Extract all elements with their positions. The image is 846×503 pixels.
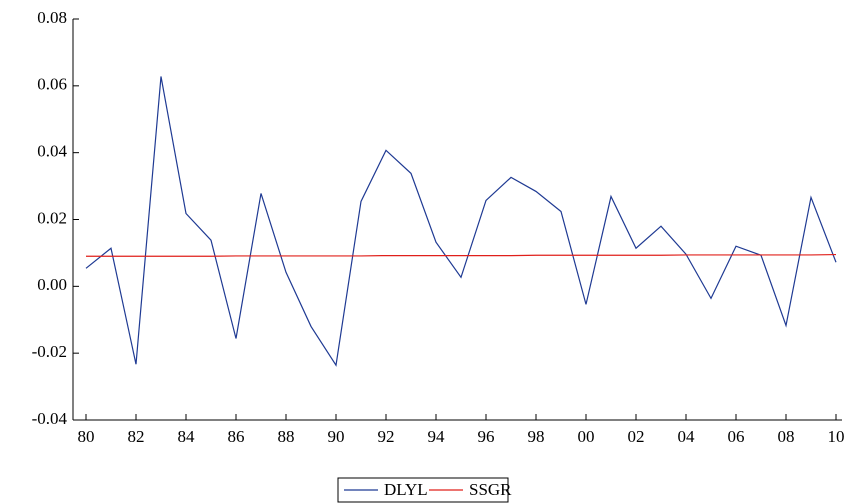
- y-tick-label: 0.08: [37, 8, 67, 27]
- series-line: [86, 253, 837, 257]
- x-tick-label: 10: [828, 427, 845, 446]
- y-tick-label: -0.02: [32, 342, 67, 361]
- series-line: [85, 76, 837, 367]
- x-tick-label: 96: [478, 427, 495, 446]
- x-tick-label: 06: [728, 427, 745, 446]
- y-tick-label: 0.00: [37, 275, 67, 294]
- x-tick-label: 02: [628, 427, 645, 446]
- x-tick-label: 86: [228, 427, 245, 446]
- x-tick-label: 94: [428, 427, 446, 446]
- legend-label: DLYL: [384, 480, 428, 499]
- x-tick-label: 80: [78, 427, 95, 446]
- x-tick-label: 04: [678, 427, 696, 446]
- y-tick-label: 0.02: [37, 208, 67, 227]
- x-tick-label: 08: [778, 427, 795, 446]
- y-tick-label: 0.06: [37, 75, 67, 94]
- x-tick-label: 84: [178, 427, 196, 446]
- y-tick-label: -0.04: [32, 409, 68, 428]
- y-tick-label: 0.04: [37, 142, 67, 161]
- x-tick-label: 90: [328, 427, 345, 446]
- x-tick-label: 00: [578, 427, 595, 446]
- legend-label: SSGR: [469, 480, 512, 499]
- x-tick-label: 88: [278, 427, 295, 446]
- x-tick-label: 92: [378, 427, 395, 446]
- x-tick-label: 82: [128, 427, 145, 446]
- x-tick-label: 98: [528, 427, 545, 446]
